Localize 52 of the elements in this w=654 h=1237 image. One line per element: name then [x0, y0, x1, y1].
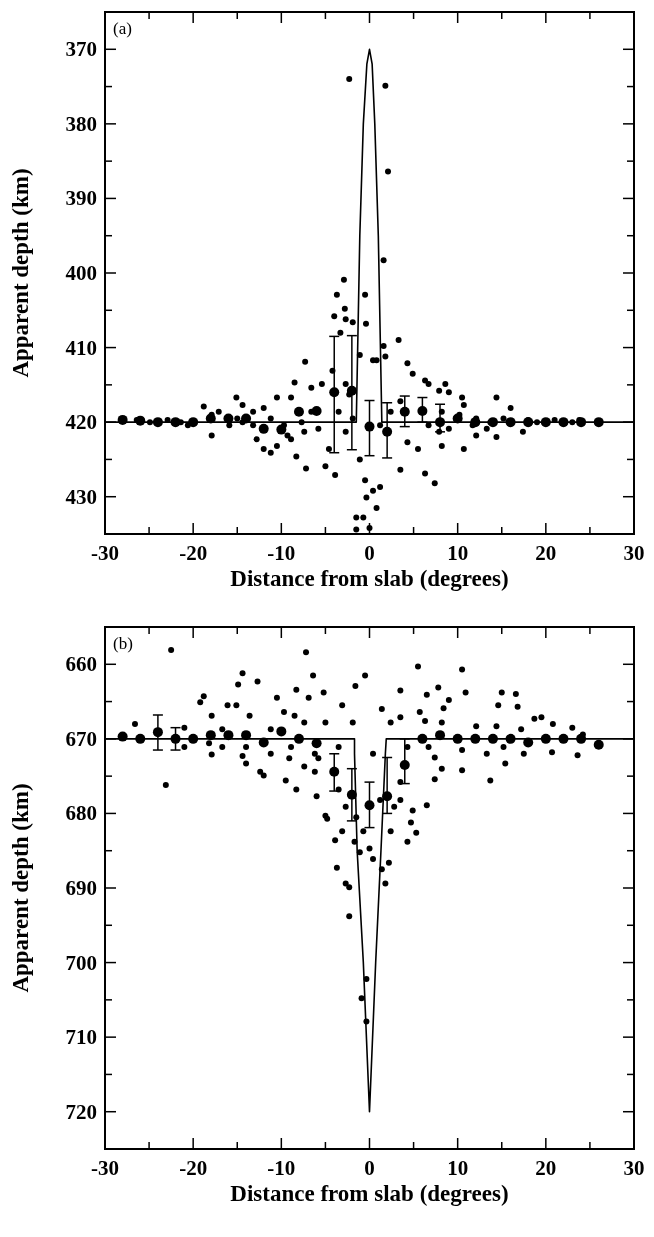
x-tick-label: 10 [447, 541, 469, 565]
point [399, 406, 410, 417]
x-tick-label: -20 [179, 541, 208, 565]
point [382, 791, 393, 802]
point [329, 387, 340, 398]
annotation: (b) [113, 634, 133, 653]
y-tick-label: 710 [65, 1025, 97, 1050]
x-tick-label: 30 [623, 541, 645, 565]
point [417, 405, 428, 416]
y-tick-label: 420 [65, 410, 97, 435]
x-tick-label: 20 [535, 541, 557, 565]
y-axis-title: Apparent depth (km) [8, 168, 33, 378]
point [329, 766, 340, 777]
x-tick-label: 0 [364, 541, 375, 565]
point [293, 406, 304, 417]
point [346, 385, 357, 396]
point [364, 421, 375, 432]
x-tick-label: 30 [623, 1156, 645, 1180]
x-tick-label: -30 [91, 541, 119, 565]
x-tick-label: 0 [364, 1156, 375, 1180]
y-tick-label: 670 [65, 726, 97, 751]
y-tick-label: 700 [65, 950, 97, 975]
y-tick-label: 660 [65, 652, 97, 677]
point [364, 800, 375, 811]
y-tick-label: 410 [65, 335, 97, 360]
y-tick-label: 370 [65, 37, 97, 62]
point [276, 726, 287, 737]
y-tick-label: 430 [65, 484, 97, 509]
point [311, 405, 322, 416]
y-tick-label: 390 [65, 186, 97, 211]
point [258, 423, 269, 434]
x-axis-title: Distance from slab (degrees) [230, 1181, 509, 1206]
point [346, 789, 357, 800]
x-tick-label: -10 [267, 541, 296, 565]
x-tick-label: -20 [179, 1156, 208, 1180]
x-tick-label: -30 [91, 1156, 119, 1180]
y-axis-title: Apparent depth (km) [8, 783, 33, 993]
y-tick-label: 690 [65, 876, 97, 900]
y-tick-label: 380 [65, 111, 97, 136]
point [276, 424, 287, 435]
x-tick-label: 20 [535, 1156, 557, 1180]
annotation: (a) [113, 19, 132, 38]
point [399, 759, 410, 770]
x-axis-title: Distance from slab (degrees) [230, 566, 509, 591]
y-tick-label: 720 [65, 1099, 97, 1124]
point [152, 727, 163, 738]
x-tick-label: -10 [267, 1156, 296, 1180]
point [593, 739, 604, 750]
x-tick-label: 10 [447, 1156, 469, 1180]
point [382, 426, 393, 437]
y-tick-label: 680 [65, 801, 97, 826]
y-tick-label: 400 [65, 261, 97, 285]
